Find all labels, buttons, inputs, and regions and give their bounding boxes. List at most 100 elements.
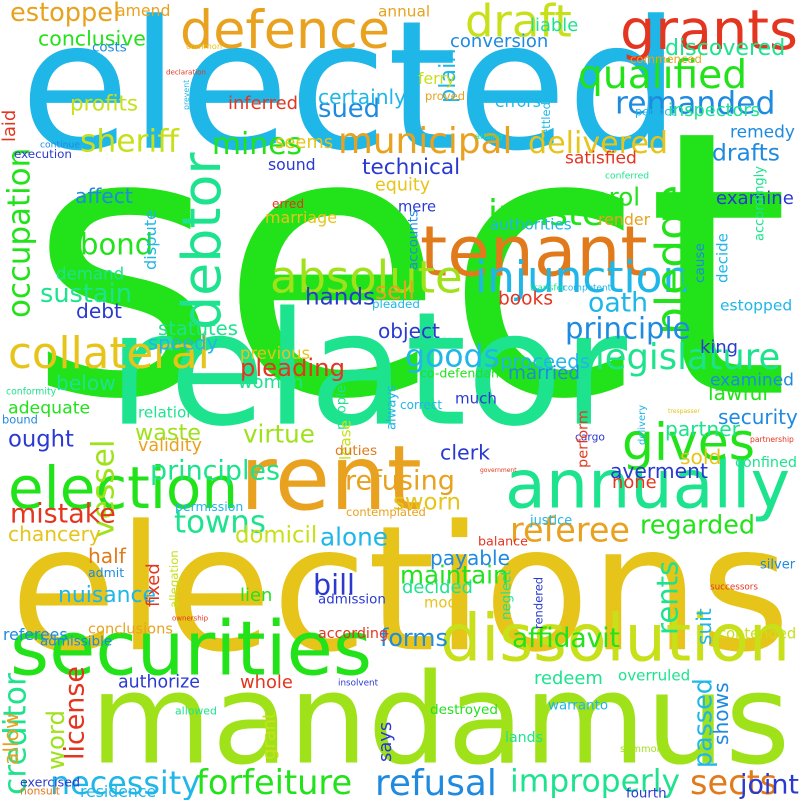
word-decide: decide xyxy=(713,233,732,283)
word-sworn: sworn xyxy=(393,489,461,516)
word-contemplated: contemplated xyxy=(346,505,426,520)
word-liable: liable xyxy=(530,15,579,37)
word-summons: summons xyxy=(620,744,669,756)
word-permission: permission xyxy=(175,498,244,514)
word-allow: allow xyxy=(0,712,23,765)
word-proceeds: proceeds xyxy=(500,350,591,374)
word-sect: sect xyxy=(28,53,791,480)
word-virtue: virtue xyxy=(243,419,315,449)
word-conversion: conversion xyxy=(450,31,549,53)
word-commenced: commenced xyxy=(630,52,702,67)
word-sects: sects xyxy=(690,763,778,800)
word-estopped: estopped xyxy=(720,296,793,315)
word-woman: woman xyxy=(238,372,304,394)
word-referees: referees xyxy=(3,625,68,645)
word-equity: equity xyxy=(375,175,431,196)
word-domicil: domicil xyxy=(235,522,318,549)
word-elected: elected xyxy=(20,0,681,191)
word-principles: principles xyxy=(150,455,280,487)
word-dissolution: dissolution xyxy=(440,601,790,677)
word-king: king xyxy=(700,337,739,359)
word-perform: perform xyxy=(575,410,592,468)
word-whole: whole xyxy=(240,672,293,694)
word-oath: oath xyxy=(588,287,649,319)
word-co-defendant: co-defendant xyxy=(420,365,504,381)
word-transfer: transfer xyxy=(530,283,566,294)
word-certainly: certainly xyxy=(318,84,407,109)
word-half: half xyxy=(88,543,126,568)
word-draft: draft xyxy=(465,0,572,48)
word-competent: competent xyxy=(563,283,612,294)
word-dispute: dispute xyxy=(140,209,160,270)
word-satisfied: satisfied xyxy=(565,148,637,169)
word-successors: successors xyxy=(710,582,758,593)
word-averment: averment xyxy=(610,458,708,483)
word-accounts: accounts xyxy=(406,210,422,270)
word-lawful: lawful xyxy=(708,380,769,405)
word-mines: mines xyxy=(212,127,303,163)
word-rents: rents xyxy=(650,560,685,635)
word-erred: erred xyxy=(272,196,305,211)
word-justice: justice xyxy=(530,513,573,529)
word-improperly: improperly xyxy=(510,763,681,800)
word-sued: sued xyxy=(318,94,381,125)
word-common: common xyxy=(186,40,223,51)
word-object: object xyxy=(378,318,440,343)
word-relation: relation xyxy=(138,403,196,422)
word-chancery: chancery xyxy=(8,521,101,546)
word-hands: hands xyxy=(305,284,376,311)
word-remanded: remanded xyxy=(615,85,776,122)
word-ferry: ferry xyxy=(418,69,456,89)
word-seems: seems xyxy=(275,132,334,154)
word-sold: sold xyxy=(680,444,722,469)
word-balance: balance xyxy=(478,533,528,549)
word-always: always xyxy=(384,385,400,430)
word-securities: securities xyxy=(10,604,373,693)
word-ownership: ownership xyxy=(172,614,209,623)
word-rent: rent xyxy=(240,427,422,532)
word-demand: demand xyxy=(56,264,125,284)
word-exercised: exercised xyxy=(20,774,80,790)
word-amend: amend xyxy=(116,1,171,21)
word-laid: laid xyxy=(0,109,21,142)
word-partnership: partnership xyxy=(750,435,794,445)
word-authorities: authorities xyxy=(490,215,572,234)
word-shows: shows xyxy=(708,682,733,745)
word-pleaded: pleaded xyxy=(372,297,420,312)
word-admissible: admissible xyxy=(40,633,113,650)
word-election: election xyxy=(8,454,239,523)
word-settled: settled xyxy=(539,102,554,142)
word-mistake: mistake xyxy=(10,498,116,530)
word-affect: affect xyxy=(75,183,133,208)
word-married: married xyxy=(508,362,581,384)
word-delivery: delivery xyxy=(637,404,649,445)
word-authorize: authorize xyxy=(118,672,200,693)
word-mere: mere xyxy=(398,198,437,216)
word-discovered: discovered xyxy=(665,34,786,61)
word-towns: towns xyxy=(174,504,266,541)
word-sell: sell xyxy=(375,277,415,306)
word-validity: validity xyxy=(138,436,202,457)
word-injunction: injunction xyxy=(475,252,691,304)
word-conferred: conferred xyxy=(605,170,650,182)
word-delivered: delivered xyxy=(528,125,668,161)
word-destroyed: destroyed xyxy=(430,702,499,719)
word-redeem: redeem xyxy=(534,668,603,690)
word-render: render xyxy=(598,210,651,230)
word-continue: continue xyxy=(40,139,80,151)
word-goods: goods xyxy=(405,338,500,375)
word-nonsuit: nonsuit xyxy=(20,784,60,798)
word-refusing: refusing xyxy=(345,465,455,497)
word-waste: waste xyxy=(135,419,201,446)
word-remedy: remedy xyxy=(730,122,795,143)
word-speedy: speedy xyxy=(148,331,219,355)
word-debt: debt xyxy=(76,298,122,323)
word-bond: bond xyxy=(80,227,154,262)
word-joint: joint xyxy=(740,769,799,800)
word-statutes: statutes xyxy=(158,317,238,341)
word-defence: defence xyxy=(180,0,391,61)
word-contended: contended xyxy=(718,625,797,643)
word-residence: residence xyxy=(80,782,157,800)
word-adequate: adequate xyxy=(8,398,91,419)
word-examine: examine xyxy=(716,187,794,209)
